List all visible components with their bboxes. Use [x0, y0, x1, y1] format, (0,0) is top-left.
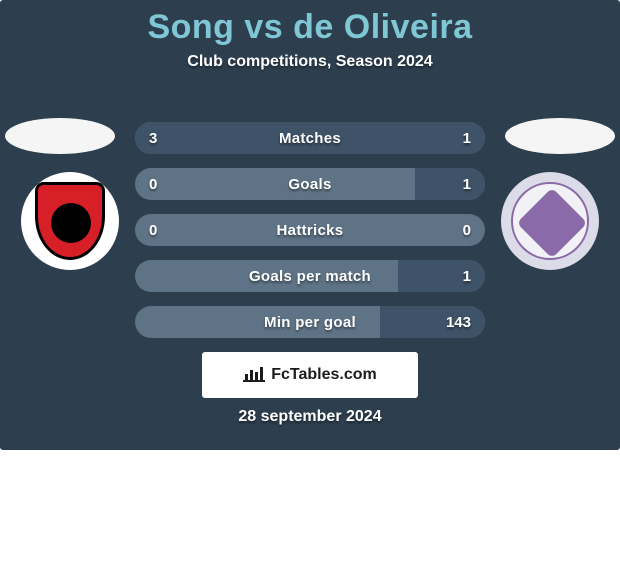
metric-row: 1Goals per match: [135, 260, 485, 292]
metric-bars: 31Matches 01Goals 00Hattricks 1Goals per ma…: [135, 122, 485, 352]
metric-label: Hattricks: [135, 214, 485, 246]
metric-row: 01Goals: [135, 168, 485, 200]
chart-icon: [243, 364, 265, 387]
comparison-card: Song vs de Oliveira Club competitions, S…: [0, 0, 620, 450]
metric-label: Goals per match: [135, 260, 485, 292]
metric-label: Min per goal: [135, 306, 485, 338]
club-badge-left: [21, 172, 119, 270]
source-badge: FcTables.com: [202, 352, 418, 398]
metric-label: Goals: [135, 168, 485, 200]
club-crest-left-icon: [35, 182, 105, 260]
metric-label: Matches: [135, 122, 485, 154]
metric-row: 31Matches: [135, 122, 485, 154]
metric-row: 00Hattricks: [135, 214, 485, 246]
player-avatar-right: [505, 118, 615, 154]
source-label: FcTables.com: [271, 366, 377, 384]
player-avatar-left: [5, 118, 115, 154]
metric-row: 143Min per goal: [135, 306, 485, 338]
date-label: 28 september 2024: [0, 408, 620, 426]
club-badge-right: [501, 172, 599, 270]
subtitle: Club competitions, Season 2024: [0, 53, 620, 71]
page-title: Song vs de Oliveira: [0, 0, 620, 47]
club-crest-right-icon: [511, 182, 589, 260]
